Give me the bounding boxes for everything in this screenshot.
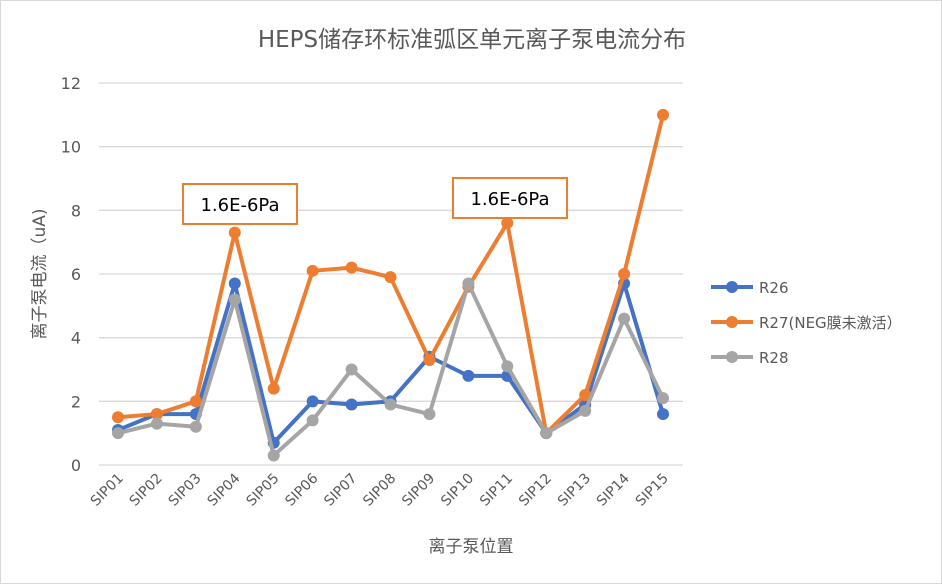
- legend-label: R26: [759, 279, 789, 297]
- data-point: [306, 414, 319, 427]
- x-tick-label: SIP04: [205, 470, 244, 509]
- data-point: [228, 277, 241, 290]
- x-tick-label: SIP07: [321, 471, 360, 510]
- x-tick-label: SIP10: [438, 471, 477, 510]
- x-tick-label: SIP02: [127, 471, 166, 510]
- data-point: [345, 363, 358, 376]
- x-tick-label: SIP11: [477, 471, 516, 510]
- y-tick-label: 10: [61, 138, 81, 157]
- data-point: [462, 277, 475, 290]
- data-point: [579, 404, 592, 417]
- x-tick-label: SIP08: [360, 471, 399, 510]
- chart-title: HEPS储存环标准弧区单元离子泵电流分布: [258, 27, 686, 53]
- data-point: [267, 382, 280, 395]
- annotation-text: 1.6E-6Pa: [200, 195, 279, 216]
- data-point: [657, 408, 670, 421]
- data-point: [189, 395, 202, 408]
- y-tick-label: 6: [71, 265, 81, 284]
- x-tick-label: SIP05: [243, 471, 282, 510]
- data-point: [423, 408, 436, 421]
- x-tick-label: SIP06: [282, 470, 321, 509]
- legend-marker: [726, 281, 738, 293]
- data-point: [150, 408, 163, 421]
- data-point: [112, 411, 124, 424]
- x-tick-label: SIP13: [555, 471, 594, 510]
- y-tick-label: 2: [71, 392, 81, 411]
- data-point: [228, 293, 241, 306]
- legend-marker: [726, 351, 738, 363]
- data-point: [345, 261, 358, 274]
- x-tick-label: SIP09: [399, 471, 438, 510]
- x-tick-label: SIP01: [88, 471, 127, 510]
- data-point: [618, 312, 631, 325]
- data-point: [150, 417, 163, 430]
- annotation-text: 1.6E-6Pa: [470, 189, 549, 210]
- data-point: [384, 398, 397, 411]
- x-tick-label: SIP14: [594, 470, 633, 509]
- data-point: [112, 427, 124, 440]
- data-point: [618, 268, 631, 280]
- data-point: [657, 108, 670, 121]
- x-axis-label: 离子泵位置: [429, 537, 514, 557]
- data-point: [306, 264, 319, 277]
- annotation-box: [182, 183, 298, 225]
- data-point: [501, 360, 514, 373]
- data-point: [579, 388, 592, 401]
- legend-label: R27(NEG膜未激活）: [759, 314, 902, 332]
- y-tick-label: 12: [61, 74, 81, 93]
- annotation-box: [452, 177, 568, 219]
- data-point: [306, 395, 319, 408]
- data-point: [267, 449, 280, 462]
- legend-label: R28: [759, 349, 789, 367]
- data-point: [657, 392, 670, 405]
- x-tick-label: SIP03: [166, 471, 205, 510]
- y-tick-label: 0: [71, 456, 81, 475]
- x-tick-label: SIP12: [516, 471, 555, 510]
- data-point: [540, 427, 553, 440]
- y-tick-label: 4: [71, 329, 81, 348]
- data-point: [501, 217, 514, 230]
- data-point: [462, 369, 475, 382]
- y-axis-label: 离子泵电流（uA): [30, 208, 50, 339]
- y-tick-label: 8: [71, 201, 81, 220]
- x-tick-label: SIP15: [633, 471, 672, 510]
- data-point: [228, 226, 241, 239]
- data-point: [345, 398, 358, 411]
- data-point: [189, 420, 202, 433]
- data-point: [384, 271, 397, 284]
- data-point: [423, 353, 436, 366]
- legend-marker: [726, 316, 738, 328]
